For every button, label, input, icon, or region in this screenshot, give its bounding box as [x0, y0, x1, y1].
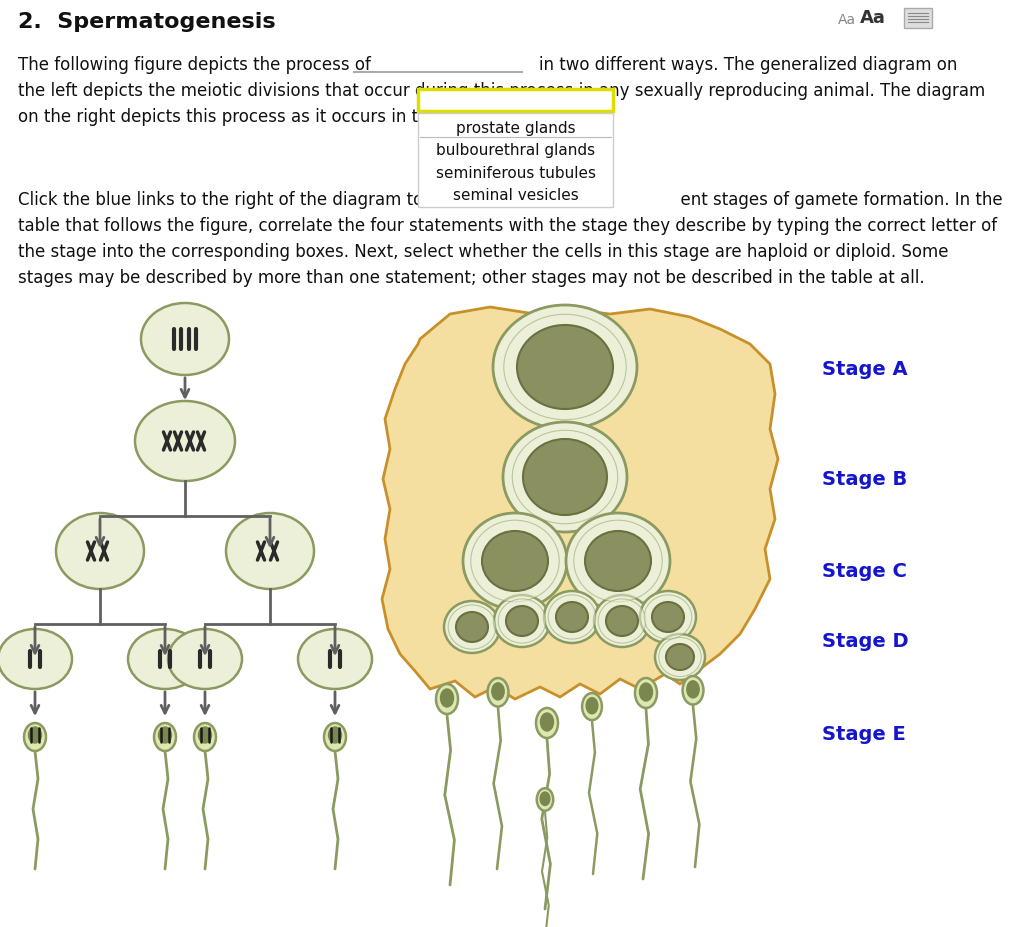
Text: 2.  Spermatogenesis: 2. Spermatogenesis	[18, 12, 275, 32]
Text: on the right depicts this process as it occurs in the                           : on the right depicts this process as it …	[18, 108, 591, 126]
Text: the stage into the corresponding boxes. Next, select whether the cells in this s: the stage into the corresponding boxes. …	[18, 243, 948, 260]
Ellipse shape	[517, 325, 613, 410]
Ellipse shape	[512, 431, 617, 524]
Ellipse shape	[154, 723, 176, 751]
Ellipse shape	[0, 629, 72, 690]
Ellipse shape	[440, 690, 454, 707]
Ellipse shape	[24, 723, 46, 751]
Ellipse shape	[536, 708, 558, 738]
Text: Aa: Aa	[838, 13, 856, 27]
Ellipse shape	[644, 595, 692, 640]
Ellipse shape	[329, 727, 341, 743]
Ellipse shape	[159, 727, 171, 743]
Text: seminiferous tubules: seminiferous tubules	[435, 165, 596, 181]
Ellipse shape	[504, 315, 627, 420]
Ellipse shape	[29, 727, 42, 743]
Ellipse shape	[683, 677, 703, 705]
Ellipse shape	[652, 603, 684, 632]
Ellipse shape	[141, 304, 229, 375]
Ellipse shape	[324, 723, 346, 751]
Ellipse shape	[598, 599, 646, 643]
Text: seminal vesicles: seminal vesicles	[453, 187, 579, 202]
Text: Stage A: Stage A	[822, 360, 907, 379]
Ellipse shape	[586, 698, 598, 714]
FancyBboxPatch shape	[418, 90, 613, 112]
Ellipse shape	[506, 606, 538, 636]
Text: bulbourethral glands: bulbourethral glands	[436, 144, 595, 159]
Ellipse shape	[640, 683, 652, 701]
Ellipse shape	[585, 531, 651, 591]
Ellipse shape	[494, 595, 550, 647]
Ellipse shape	[499, 599, 546, 643]
Ellipse shape	[135, 401, 234, 481]
Ellipse shape	[56, 514, 144, 590]
Ellipse shape	[298, 629, 372, 690]
Ellipse shape	[635, 679, 657, 708]
Ellipse shape	[655, 634, 705, 680]
Ellipse shape	[503, 423, 627, 532]
Ellipse shape	[582, 693, 602, 720]
Ellipse shape	[487, 679, 509, 706]
Ellipse shape	[444, 602, 500, 654]
Text: Stage C: Stage C	[822, 562, 907, 581]
Text: The following figure depicts the process of                                in tw: The following figure depicts the process…	[18, 56, 957, 74]
Ellipse shape	[666, 644, 694, 670]
Ellipse shape	[168, 629, 242, 690]
Ellipse shape	[540, 793, 550, 806]
Text: the left depicts the meiotic divisions that occur during this process in any sex: the left depicts the meiotic divisions t…	[18, 82, 985, 100]
Ellipse shape	[436, 684, 458, 714]
Ellipse shape	[548, 595, 596, 640]
Ellipse shape	[226, 514, 314, 590]
Ellipse shape	[640, 591, 696, 643]
Ellipse shape	[482, 531, 548, 591]
Text: stages may be described by more than one statement; other stages may not be desc: stages may be described by more than one…	[18, 269, 925, 286]
Ellipse shape	[194, 723, 216, 751]
Ellipse shape	[573, 521, 663, 603]
Ellipse shape	[687, 681, 699, 698]
Text: table that follows the figure, correlate the four statements with the stage they: table that follows the figure, correlate…	[18, 217, 997, 235]
Text: Aa: Aa	[860, 9, 886, 27]
Text: Stage E: Stage E	[822, 725, 906, 743]
FancyBboxPatch shape	[418, 114, 613, 208]
Ellipse shape	[594, 595, 650, 647]
Ellipse shape	[492, 683, 504, 700]
Ellipse shape	[544, 591, 600, 643]
Text: prostate glands: prostate glands	[456, 121, 575, 136]
Text: Stage B: Stage B	[822, 470, 907, 489]
Ellipse shape	[566, 514, 670, 609]
Text: Click the blue links to the right of the diagram to h                           : Click the blue links to the right of the…	[18, 191, 1002, 209]
Ellipse shape	[449, 605, 496, 650]
Ellipse shape	[128, 629, 202, 690]
Ellipse shape	[606, 606, 638, 636]
Ellipse shape	[456, 613, 488, 642]
Ellipse shape	[463, 514, 567, 609]
Ellipse shape	[493, 306, 637, 429]
Ellipse shape	[471, 521, 559, 603]
Ellipse shape	[541, 713, 554, 731]
Ellipse shape	[199, 727, 212, 743]
Polygon shape	[382, 308, 778, 699]
Ellipse shape	[537, 788, 553, 811]
Text: Stage D: Stage D	[822, 632, 908, 651]
Ellipse shape	[523, 439, 607, 515]
Ellipse shape	[556, 603, 588, 632]
Ellipse shape	[658, 638, 701, 677]
FancyBboxPatch shape	[904, 9, 932, 29]
